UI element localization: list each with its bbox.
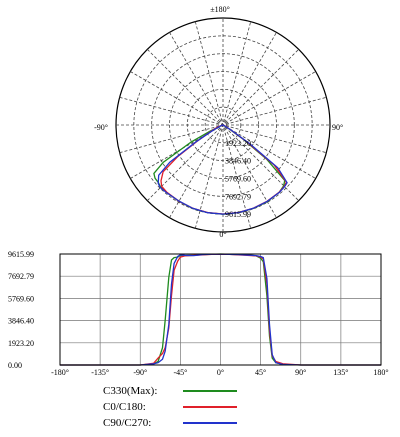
legend-label-c90: C90/C270: xyxy=(103,417,151,429)
cartesian-x-tick-label: -135° xyxy=(91,368,109,377)
legend-label-c330: C330(Max): xyxy=(103,385,157,397)
legend: C330(Max): C0/C180: C90/C270: xyxy=(103,385,237,429)
cartesian-intensity-chart: 0.001923.203846.405769.607692.799615.99 … xyxy=(8,250,389,377)
polar-grid-ring xyxy=(204,106,242,144)
cartesian-plot-frame xyxy=(59,253,382,366)
polar-radial-tick-label: 9615.99 xyxy=(225,210,251,219)
polar-intensity-chart: 1923.20 3846.40 5769.60 7692.79 9615.99 ±180… xyxy=(94,5,343,239)
cartesian-grid xyxy=(60,254,381,365)
polar-series-c90 xyxy=(157,124,288,215)
polar-radial-tick-label: 5769.60 xyxy=(225,175,251,184)
cartesian-x-tick-label: -45° xyxy=(173,368,187,377)
cartesian-x-tick-labels: -180° -135° -90° -45° 0° 45° 90° 135° 180° xyxy=(51,368,389,377)
polar-angle-label-right: 90° xyxy=(332,123,343,132)
cartesian-x-tick-label: 180° xyxy=(373,368,388,377)
cartesian-x-tick-label: 45° xyxy=(255,368,266,377)
cartesian-x-tick-label: 0° xyxy=(217,368,224,377)
polar-series-group xyxy=(153,124,288,215)
polar-radial-tick-label: 1923.20 xyxy=(225,139,251,148)
cartesian-y-tick-label: 7692.79 xyxy=(8,272,34,281)
cartesian-y-tick-label: 1923.20 xyxy=(8,339,34,348)
polar-angle-label-top: ±180° xyxy=(210,5,230,14)
cartesian-y-tick-labels: 0.00 1923.20 3846.40 5769.60 7692.79 9615.99 xyxy=(8,250,34,370)
cartesian-x-tick-label: 135° xyxy=(333,368,348,377)
polar-radial-tick-label: 3846.40 xyxy=(225,157,251,166)
cartesian-x-tick-label: -90° xyxy=(133,368,147,377)
cartesian-y-tick-label: 0.00 xyxy=(8,361,22,370)
cartesian-y-tick-label: 9615.99 xyxy=(8,250,34,259)
cartesian-x-tick-label: -180° xyxy=(51,368,69,377)
cartesian-x-tick-label: 90° xyxy=(295,368,306,377)
polar-radial-tick-label: 7692.79 xyxy=(225,192,251,201)
cartesian-y-tick-label: 5769.60 xyxy=(8,294,34,303)
cartesian-y-tick-label: 3846.40 xyxy=(8,317,34,326)
polar-angle-label-bottom: 0° xyxy=(219,230,226,239)
polar-angle-label-left: -90° xyxy=(94,123,108,132)
polar-radial-tick-labels: 1923.20 3846.40 5769.60 7692.79 9615.99 xyxy=(225,139,251,219)
legend-label-c0: C0/C180: xyxy=(103,401,146,413)
